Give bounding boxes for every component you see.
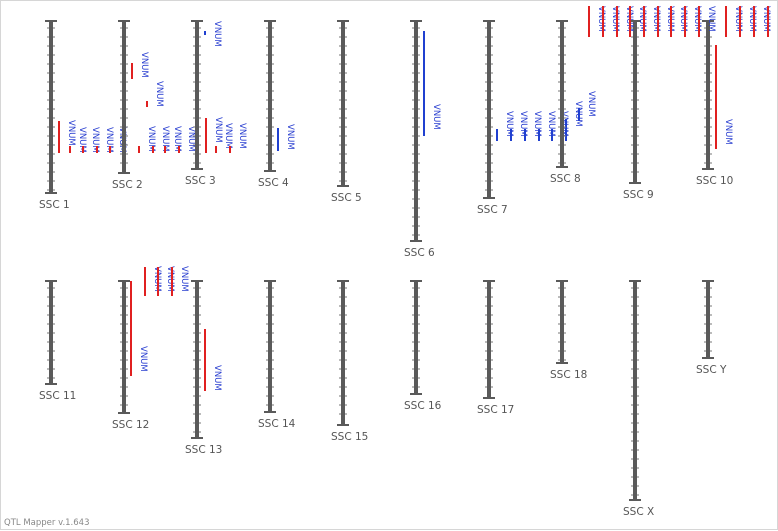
qtl-label: VNUM	[186, 126, 196, 152]
chromosome-label: SSC 11	[39, 390, 76, 402]
chromosome-ssc10: SSC 10 VNUM VNUM VNUM VNUM VNUM VNUM VNUM VNUM VN…	[588, 6, 778, 187]
chromosome-label: SSC 6	[404, 247, 435, 259]
qtl-label: VNUM	[651, 6, 661, 32]
qtl-label: VNUM	[431, 104, 441, 130]
qtl-label: VNUM	[586, 91, 596, 117]
qtl-label: VNUM	[179, 266, 189, 292]
chromosome-sscx: SSC X	[623, 280, 654, 518]
chromosome-ssc6: SSC 6 VNUM	[404, 20, 441, 259]
chromosome-ssc12: SSC 12VNUMVNUMVNUMVNUM	[112, 266, 189, 431]
qtl-label: VNUM	[104, 127, 114, 153]
qtl-label: VNUM	[596, 6, 606, 32]
chromosome-ssc9: SSC 9	[623, 20, 654, 201]
chromosome-ssc13: SSC 13 VNUM	[185, 280, 222, 456]
chromosome-ssc8: SSC 8	[550, 20, 581, 185]
chromosome-label: SSC 9	[623, 189, 654, 201]
qtl-label: VNUM	[723, 119, 733, 145]
qtl-label: VNUM	[637, 6, 647, 32]
qtl-label: VNUM	[212, 21, 222, 47]
chromosome-ssc5: SSC 5	[331, 20, 362, 204]
chromosome-label: SSC Y	[696, 364, 727, 376]
qtl-label: VNUM	[213, 117, 223, 143]
chromosome-ssc11: SSC 11	[39, 280, 76, 402]
qtl-label: VNUM	[66, 120, 76, 146]
chromosome-label: SSC 15	[331, 431, 368, 443]
qtl-label: VNUM	[223, 123, 233, 149]
chromosome-label: SSC 16	[404, 400, 442, 412]
qtl-label: VNUM	[610, 6, 620, 32]
chromosome-ssc7: SSC 7VNUMVNUMVNUMVNUMVNUMVNUMVNUM	[477, 20, 596, 216]
chromosome-label: SSC 18	[550, 369, 587, 381]
qtl-label: VNUM	[706, 6, 716, 32]
qtl-label: VNUM	[172, 126, 182, 152]
qtl-label: VNUM	[733, 6, 743, 32]
chromosome-ssc18: SSC 18	[550, 280, 587, 381]
qtl-label: VNUM	[212, 365, 222, 391]
qtl-label: VNUM	[77, 127, 87, 153]
chromosome-label: SSC 10	[696, 175, 733, 187]
qtl-label: VNUM	[761, 6, 771, 32]
qtl-label: VNUM	[237, 123, 247, 149]
chromosome-ssc4: SSC 4 VNUM	[258, 20, 295, 189]
chromosome-ssc15: SSC 15	[331, 280, 368, 443]
chromosome-ssc17: SSC 17	[477, 280, 514, 416]
chromosome-ssc16: SSC 16	[404, 280, 442, 412]
version-label: QTL Mapper v.1.643	[4, 518, 90, 528]
chromosome-label: SSC 2	[112, 179, 143, 191]
qtl-label: VNUM	[138, 346, 148, 372]
chromosome-sscy: SSC Y	[696, 280, 727, 376]
chromosome-label: SSC 14	[258, 418, 296, 430]
chromosome-label: SSC 17	[477, 404, 514, 416]
qtl-label: VNUM	[678, 6, 688, 32]
chromosome-ssc14: SSC 14	[258, 280, 296, 430]
qtl-label: VNUM	[285, 124, 295, 150]
chromosome-label: SSC 8	[550, 173, 581, 185]
chromosome-label: SSC 5	[331, 192, 362, 204]
qtl-label: VNUM	[532, 111, 542, 137]
qtl-label: VNUM	[546, 111, 556, 137]
qtl-label: VNUM	[165, 266, 175, 292]
qtl-label: VNUM	[139, 52, 149, 78]
qtl-label: VNUM	[160, 126, 170, 152]
qtl-label: VNUM	[146, 126, 156, 152]
qtl-label: VNUM	[518, 111, 528, 137]
qtl-label: VNUM	[692, 6, 702, 32]
qtl-label: VNUM	[775, 6, 778, 32]
chromosome-label: SSC 12	[112, 419, 149, 431]
chromosome-label: SSC 13	[185, 444, 222, 456]
chromosome-label: SSC X	[623, 506, 654, 518]
qtl-label: VNUM	[504, 111, 514, 137]
chromosome-label: SSC 4	[258, 177, 289, 189]
qtl-label: VNUM	[154, 81, 164, 107]
qtl-label: VNUM	[747, 6, 757, 32]
chromosome-label: SSC 3	[185, 175, 216, 187]
qtl-label: VNUM	[90, 127, 100, 153]
chromosome-label: SSC 1	[39, 199, 70, 211]
chromosome-label: SSC 7	[477, 204, 508, 216]
